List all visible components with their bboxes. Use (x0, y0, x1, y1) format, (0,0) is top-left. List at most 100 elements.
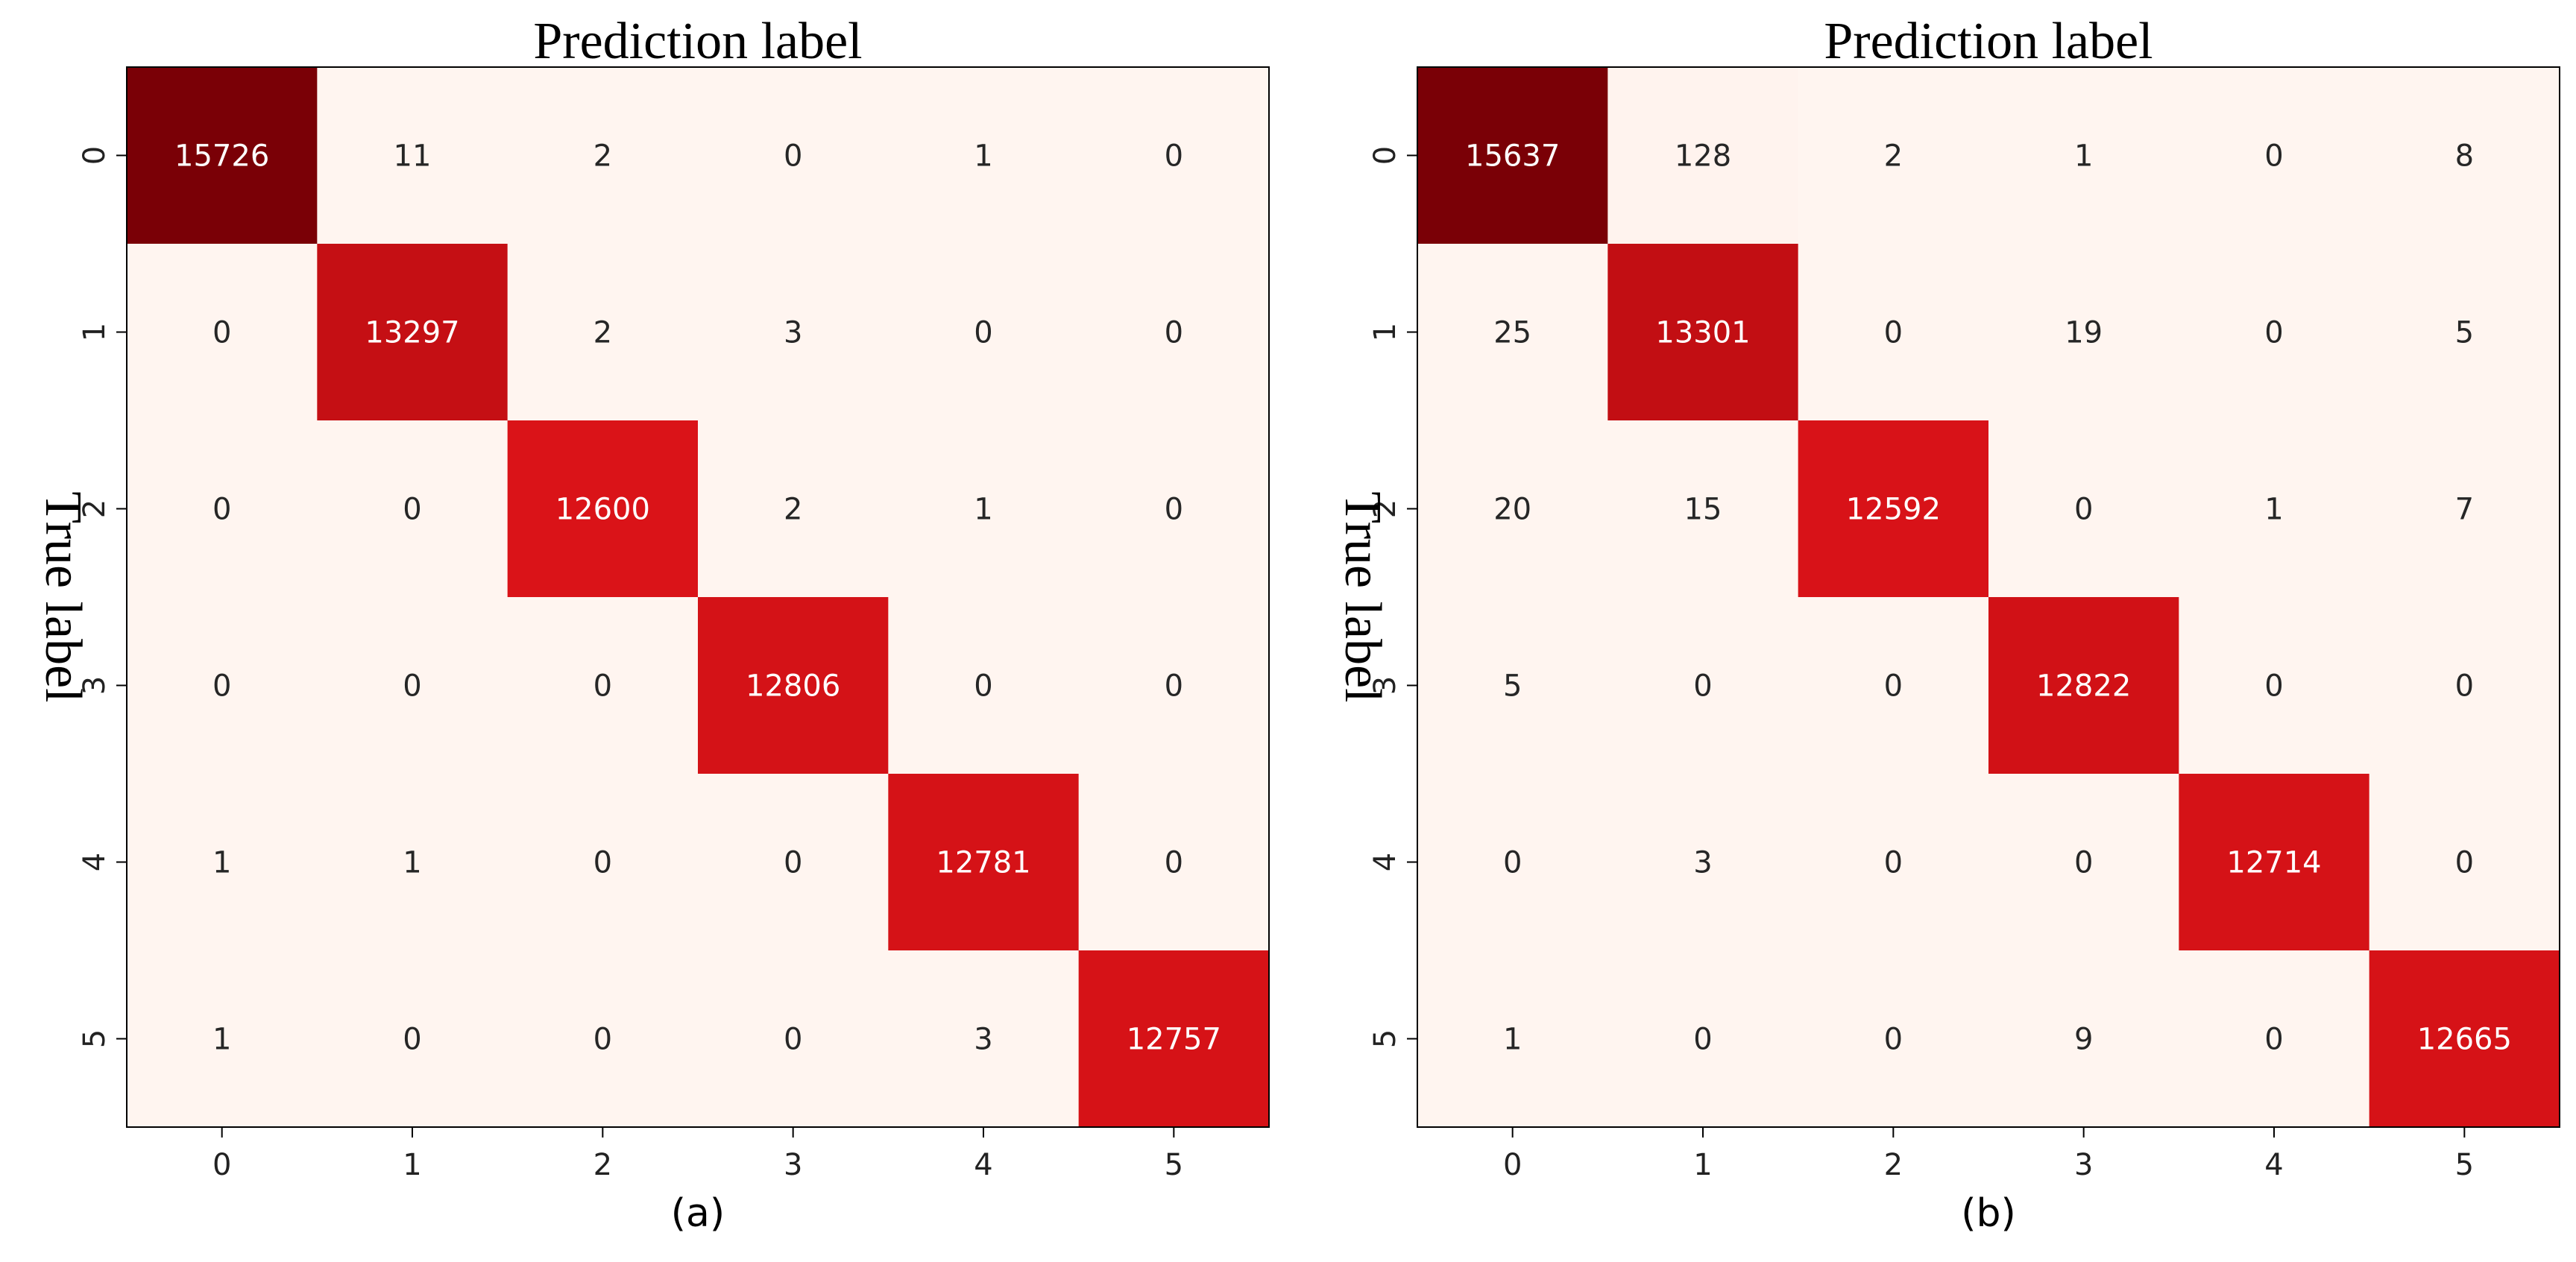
cell-3-0 (1417, 597, 1608, 774)
cell-value-5-4: 0 (2264, 1023, 2283, 1057)
cell-1-1 (317, 244, 508, 421)
cell-1-1 (1607, 244, 1799, 421)
x-tick-label: 2 (1884, 1148, 1903, 1182)
cell-2-1 (317, 420, 508, 598)
cell-0-1 (1607, 67, 1799, 244)
cell-value-1-2: 2 (593, 316, 612, 350)
cell-value-0-1: 128 (1675, 139, 1731, 174)
cell-2-5 (1078, 420, 1270, 598)
cell-5-3 (1988, 950, 2179, 1128)
cell-2-4 (2179, 420, 2370, 598)
cell-value-0-1: 11 (394, 139, 432, 174)
cell-value-1-1: 13297 (365, 316, 459, 350)
cell-value-4-1: 3 (1693, 846, 1712, 880)
cell-3-5 (1078, 597, 1270, 774)
cell-value-2-4: 1 (974, 493, 992, 527)
axes-frame (1417, 66, 2560, 1128)
cell-value-0-5: 0 (1165, 139, 1183, 174)
cell-3-3 (1988, 597, 2179, 774)
cell-0-3 (1988, 67, 2179, 244)
cell-0-4 (2179, 67, 2370, 244)
cell-value-3-1: 0 (1693, 669, 1712, 704)
cell-2-3 (1988, 420, 2179, 598)
cell-3-0 (127, 597, 318, 774)
x-tick-label: 1 (1693, 1148, 1712, 1182)
cell-0-2 (507, 67, 699, 244)
cell-value-2-0: 0 (212, 493, 231, 527)
cell-value-0-4: 1 (974, 139, 992, 174)
cell-value-4-4: 12781 (936, 846, 1030, 880)
cell-value-1-0: 0 (212, 316, 231, 350)
cell-value-0-0: 15726 (174, 139, 269, 174)
cell-value-4-2: 0 (1884, 846, 1903, 880)
y-tick-label: 4 (78, 853, 112, 871)
cell-4-5 (1078, 774, 1270, 951)
cell-value-1-4: 0 (974, 316, 992, 350)
cell-3-4 (888, 597, 1080, 774)
cell-1-4 (2179, 244, 2370, 421)
cell-3-2 (1798, 597, 1989, 774)
cell-5-4 (2179, 950, 2370, 1128)
y-tick-label: 2 (78, 499, 112, 518)
cell-value-5-3: 0 (784, 1023, 802, 1057)
cell-1-2 (507, 244, 699, 421)
cell-4-4 (888, 774, 1080, 951)
cell-2-2 (507, 420, 699, 598)
cell-5-2 (1798, 950, 1989, 1128)
cell-value-1-5: 0 (1165, 316, 1183, 350)
cell-3-5 (2369, 597, 2560, 774)
x-tick-label: 5 (2455, 1148, 2474, 1182)
cell-2-0 (1417, 420, 1608, 598)
cell-value-5-1: 0 (403, 1023, 421, 1057)
cell-value-4-3: 0 (2074, 846, 2093, 880)
cell-5-1 (317, 950, 508, 1128)
chart-title: Prediction label (533, 13, 862, 70)
cell-value-1-1: 13301 (1655, 316, 1750, 350)
y-tick-label: 0 (78, 146, 112, 165)
y-axis-label: True label (1334, 491, 1391, 702)
cell-value-0-4: 0 (2264, 139, 2283, 174)
cell-2-2 (1798, 420, 1989, 598)
cell-0-0 (1417, 67, 1608, 244)
cell-4-4 (2179, 774, 2370, 951)
cell-value-1-5: 5 (2455, 316, 2474, 350)
cell-value-2-5: 0 (1165, 493, 1183, 527)
cell-0-4 (888, 67, 1080, 244)
cell-value-1-3: 19 (2065, 316, 2103, 350)
cell-4-1 (1607, 774, 1799, 951)
cell-3-1 (317, 597, 508, 774)
x-tick-label: 0 (1503, 1148, 1522, 1182)
cell-4-0 (127, 774, 318, 951)
cell-value-0-0: 15637 (1465, 139, 1560, 174)
cell-4-2 (1798, 774, 1989, 951)
y-tick-label: 2 (1368, 499, 1402, 518)
cell-value-2-0: 20 (1493, 493, 1531, 527)
cell-2-3 (698, 420, 889, 598)
cell-0-1 (317, 67, 508, 244)
cell-3-3 (698, 597, 889, 774)
x-tick-label: 0 (212, 1148, 231, 1182)
cell-5-1 (1607, 950, 1799, 1128)
y-tick-label: 5 (78, 1029, 112, 1048)
cell-value-5-4: 3 (974, 1023, 992, 1057)
cell-4-1 (317, 774, 508, 951)
y-tick-label: 1 (1368, 323, 1402, 341)
cell-value-5-5: 12665 (2417, 1023, 2512, 1057)
cell-value-5-2: 0 (593, 1023, 612, 1057)
cell-5-0 (127, 950, 318, 1128)
cell-value-4-3: 0 (784, 846, 802, 880)
cell-value-3-4: 0 (974, 669, 992, 704)
x-tick-label: 3 (2074, 1148, 2093, 1182)
x-tick-label: 3 (784, 1148, 802, 1182)
cell-value-5-3: 9 (2074, 1023, 2093, 1057)
y-axis-label: True label (34, 491, 92, 702)
y-tick-label: 5 (1368, 1029, 1402, 1048)
axes-frame (126, 66, 1270, 1128)
cell-0-5 (2369, 67, 2560, 244)
cell-3-2 (507, 597, 699, 774)
cell-4-2 (507, 774, 699, 951)
cell-5-0 (1417, 950, 1608, 1128)
cell-0-3 (698, 67, 889, 244)
cell-2-4 (888, 420, 1080, 598)
